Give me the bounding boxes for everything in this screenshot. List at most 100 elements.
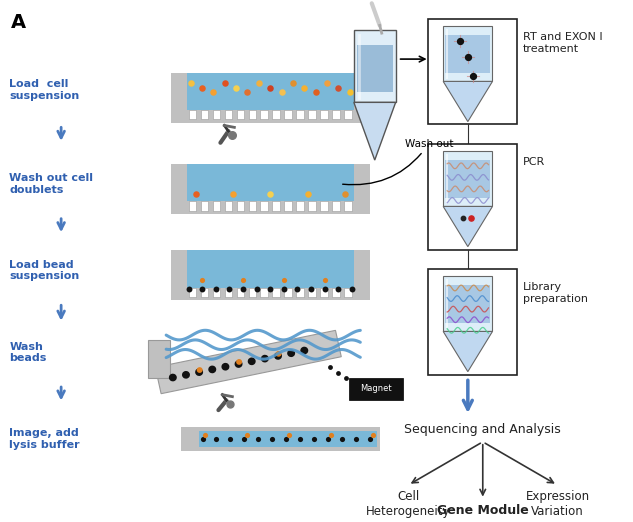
Bar — [443, 277, 492, 331]
Bar — [284, 288, 292, 298]
Bar — [296, 201, 304, 211]
Bar — [237, 201, 244, 211]
Circle shape — [261, 355, 269, 362]
Bar — [443, 27, 492, 81]
Bar — [308, 110, 316, 120]
Circle shape — [182, 371, 190, 378]
Bar — [445, 284, 491, 323]
Text: Cell
Heterogeneity: Cell Heterogeneity — [366, 490, 450, 518]
FancyBboxPatch shape — [349, 378, 403, 399]
Point — [341, 374, 351, 383]
Circle shape — [197, 367, 203, 373]
Bar — [427, 144, 517, 250]
Bar — [296, 110, 304, 120]
Bar — [171, 110, 370, 123]
Point — [333, 286, 343, 294]
Point — [265, 189, 275, 198]
Bar — [225, 110, 232, 120]
Point — [311, 88, 321, 97]
Text: A: A — [11, 13, 27, 32]
Point — [197, 286, 207, 294]
Point — [337, 435, 347, 443]
Point — [368, 431, 378, 440]
Text: Expression
Variation: Expression Variation — [525, 490, 589, 518]
Bar — [344, 201, 351, 211]
Point — [242, 431, 253, 440]
Point — [281, 435, 291, 443]
Point — [288, 79, 298, 87]
Circle shape — [287, 349, 295, 357]
Polygon shape — [443, 81, 492, 122]
Bar — [296, 288, 304, 298]
Text: Load  cell
suspension: Load cell suspension — [9, 79, 80, 101]
Bar — [272, 201, 280, 211]
Point — [191, 189, 201, 198]
Point — [303, 189, 313, 198]
Point — [309, 435, 319, 443]
Point — [184, 286, 194, 294]
Point — [185, 79, 196, 87]
Text: Wash out: Wash out — [342, 139, 453, 185]
Circle shape — [300, 347, 308, 354]
Bar — [443, 151, 492, 206]
Point — [345, 88, 355, 97]
Bar — [320, 201, 328, 211]
Point — [201, 431, 211, 440]
Point — [225, 400, 235, 409]
Bar — [213, 110, 220, 120]
Point — [197, 276, 207, 284]
Bar — [261, 201, 268, 211]
Bar — [237, 110, 244, 120]
Text: Gene Module: Gene Module — [437, 504, 529, 517]
Point — [224, 286, 234, 294]
Bar — [427, 269, 517, 374]
Point — [254, 79, 264, 87]
Bar — [261, 110, 268, 120]
Point — [292, 286, 303, 294]
Bar — [308, 288, 316, 298]
Polygon shape — [443, 331, 492, 372]
Bar — [184, 431, 377, 447]
Bar — [332, 201, 340, 211]
Circle shape — [275, 351, 282, 357]
Point — [320, 286, 330, 294]
Bar — [445, 34, 491, 73]
Point — [349, 380, 360, 388]
Point — [277, 88, 287, 97]
Point — [325, 363, 335, 371]
Point — [357, 386, 367, 394]
Point — [265, 84, 275, 92]
Circle shape — [274, 352, 282, 360]
Circle shape — [236, 359, 242, 365]
Bar — [180, 427, 380, 451]
Bar — [201, 201, 208, 211]
Bar — [344, 110, 351, 120]
Point — [220, 79, 230, 87]
Circle shape — [235, 360, 242, 368]
Point — [365, 392, 375, 400]
Bar — [189, 201, 196, 211]
Point — [334, 84, 344, 92]
Bar — [332, 110, 340, 120]
Point — [242, 88, 253, 97]
Point — [228, 189, 238, 198]
Point — [299, 84, 310, 92]
Polygon shape — [354, 102, 396, 160]
Bar — [308, 201, 316, 211]
Point — [468, 72, 478, 80]
Point — [454, 37, 465, 45]
Polygon shape — [443, 206, 492, 246]
Point — [320, 276, 330, 284]
Point — [251, 286, 261, 294]
Bar — [201, 288, 208, 298]
Point — [265, 286, 275, 294]
Point — [306, 286, 316, 294]
Bar — [180, 427, 199, 451]
Text: Sequencing and Analysis: Sequencing and Analysis — [404, 423, 561, 436]
Point — [340, 189, 350, 198]
Point — [267, 435, 277, 443]
Circle shape — [208, 365, 216, 373]
Point — [238, 276, 248, 284]
Point — [279, 286, 289, 294]
Bar — [187, 73, 354, 110]
